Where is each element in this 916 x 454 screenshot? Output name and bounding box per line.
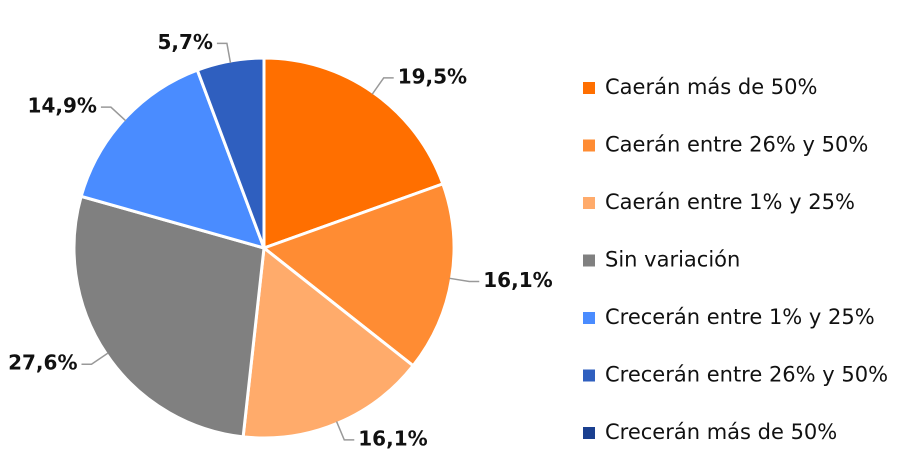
- legend-swatch: [583, 312, 595, 324]
- legend-swatch: [583, 427, 595, 439]
- legend-swatch: [583, 197, 595, 209]
- legend-swatch: [583, 369, 595, 382]
- leader-line: [371, 77, 394, 95]
- data-label: 16,1%: [358, 426, 427, 450]
- legend-label: Caerán entre 1% y 25%: [605, 190, 855, 214]
- legend-swatch: [583, 139, 595, 152]
- legend-swatch: [583, 82, 595, 94]
- leader-line: [81, 352, 109, 365]
- legend-label: Crecerán más de 50%: [605, 420, 837, 444]
- data-label: 16,1%: [483, 268, 552, 292]
- leader-line: [100, 106, 127, 122]
- legend-label: Crecerán entre 26% y 50%: [605, 363, 888, 387]
- data-label: 5,7%: [157, 30, 212, 54]
- legend-label: Caerán entre 26% y 50%: [605, 133, 868, 157]
- data-label: 14,9%: [28, 94, 97, 118]
- legend-label: Sin variación: [605, 248, 740, 272]
- leader-line: [449, 277, 480, 283]
- leader-line: [216, 42, 232, 64]
- legend-swatch: [583, 254, 595, 267]
- leader-line: [335, 421, 355, 441]
- legend-label: Caerán más de 50%: [605, 75, 817, 99]
- data-label: 27,6%: [8, 351, 77, 375]
- data-label: 19,5%: [398, 64, 467, 88]
- legend-label: Crecerán entre 1% y 25%: [605, 305, 875, 329]
